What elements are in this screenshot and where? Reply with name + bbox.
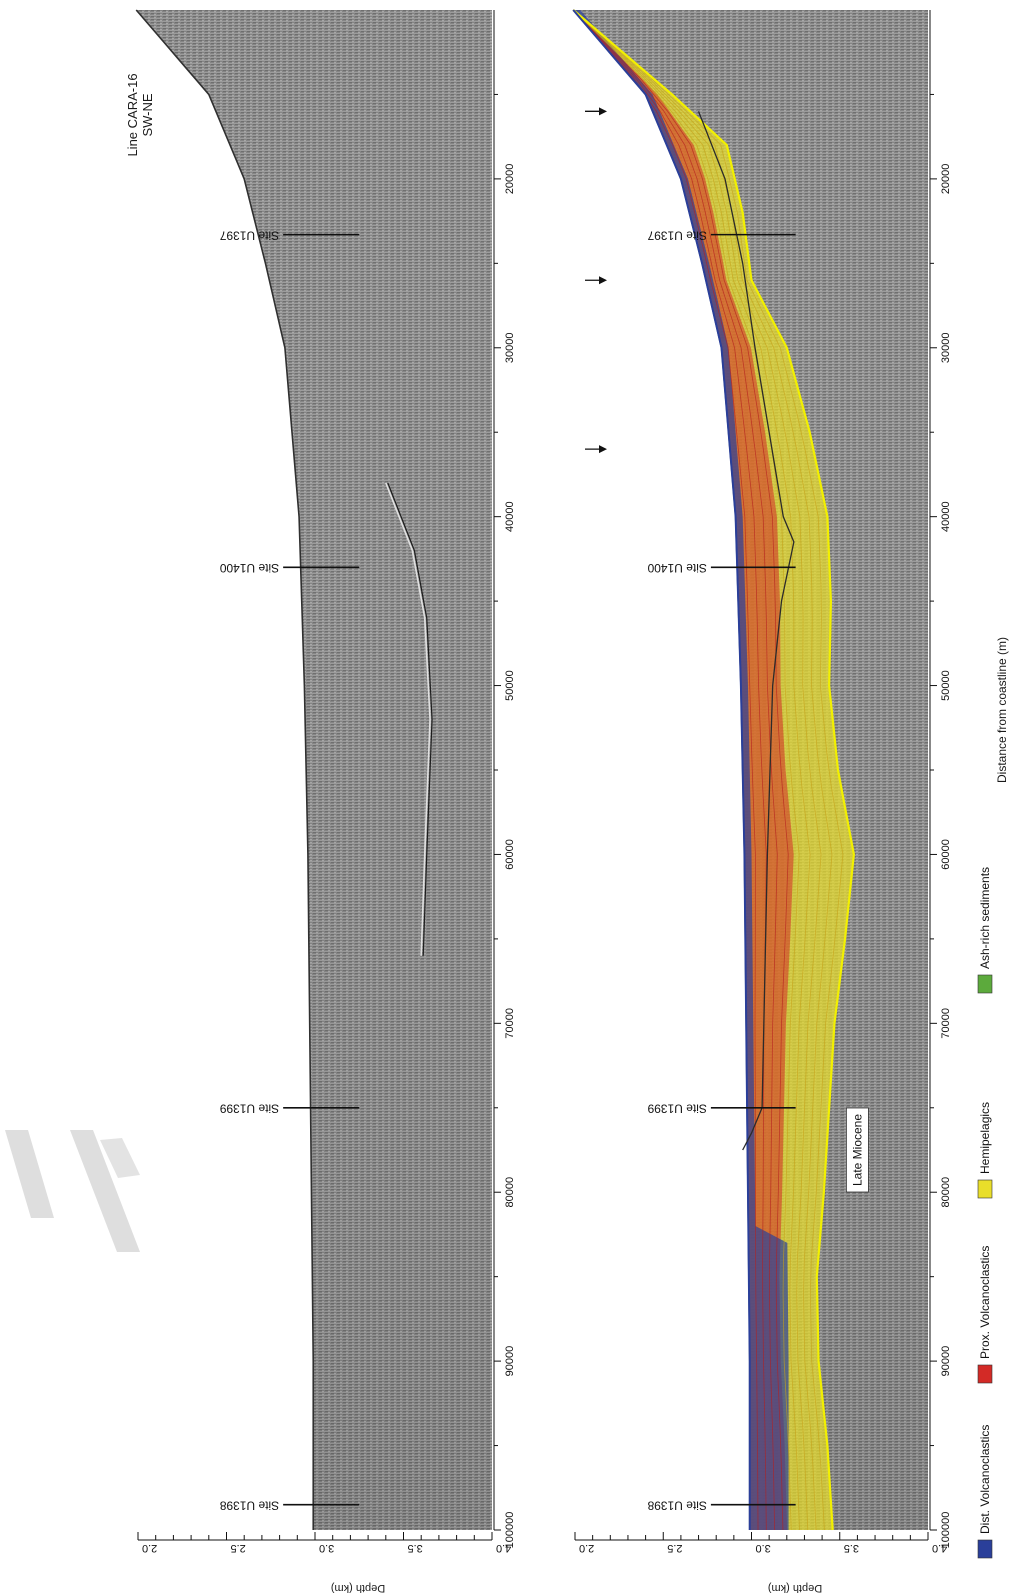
seismic-data-shade xyxy=(136,10,493,1530)
legend: Dist. Volcanoclastics Prox. Volcanoclasti… xyxy=(977,867,993,1559)
legend-swatch xyxy=(977,1539,993,1559)
arrowhead-marker xyxy=(599,107,607,116)
seafloor-interpretation-line xyxy=(572,9,751,1530)
depth-tick-label: 3.5 xyxy=(844,1542,859,1554)
fill-horizon-line xyxy=(572,9,800,1531)
distance-tick-label: 50000 xyxy=(504,670,516,701)
distance-tick-label: 40000 xyxy=(940,501,952,532)
site-label: Site U1399 xyxy=(647,1102,707,1116)
distance-tick-label: 60000 xyxy=(504,839,516,870)
arrowhead-marker xyxy=(599,445,607,454)
legend-swatch xyxy=(977,1179,993,1199)
arrowhead-marker xyxy=(599,276,607,285)
legend-label: Hemipelagics xyxy=(978,1102,992,1174)
distance-tick-label: 20000 xyxy=(940,164,952,195)
site-label: Site U1398 xyxy=(647,1498,707,1512)
distance-tick-label: 30000 xyxy=(504,332,516,363)
fill-horizon-line xyxy=(572,9,822,1531)
site-label: Site U1400 xyxy=(647,561,707,575)
legend-swatch xyxy=(977,1364,993,1384)
distance-tick-label: 30000 xyxy=(940,332,952,363)
depth-tick-label: 4.0 xyxy=(496,1542,511,1554)
fill-horizon-line xyxy=(572,9,844,1531)
depth-axis-label-bottom: Depth (km) xyxy=(768,1582,822,1594)
late-miocene-label: Late Miocene xyxy=(850,1114,864,1186)
seafloor-line xyxy=(135,9,315,1530)
legend-label: Ash-rich sediments xyxy=(978,867,992,969)
legend-label: Dist. Volcanoclastics xyxy=(978,1425,992,1534)
fill-horizon-line xyxy=(572,9,811,1531)
distance-axis-label: Distance from coastline (m) xyxy=(995,637,1009,783)
fill-horizon-line xyxy=(572,9,778,1531)
site-label: Site U1400 xyxy=(219,561,279,575)
direction-label: SW-NE xyxy=(140,93,155,136)
depth-tick-label: 3.0 xyxy=(319,1542,334,1554)
fill-horizon-line xyxy=(572,9,767,1531)
depth-tick-label: 3.5 xyxy=(408,1542,423,1554)
site-label: Site U1399 xyxy=(219,1102,279,1116)
depth-axis-label-top: Depth (km) xyxy=(331,1582,385,1594)
distance-tick-label: 80000 xyxy=(504,1177,516,1208)
depth-tick-label: 2.5 xyxy=(231,1542,246,1554)
distance-tick-label: 90000 xyxy=(940,1346,952,1377)
depth-tick-label: 2.5 xyxy=(667,1542,682,1554)
site-label: Site U1398 xyxy=(219,1498,279,1512)
distance-tick-label: 90000 xyxy=(504,1346,516,1377)
prox-volcanoclastics-fill xyxy=(573,10,794,1530)
dist-volcanoclastics-fill xyxy=(573,10,789,1530)
deep-reflector-line xyxy=(385,482,431,956)
depth-tick-label: 4.0 xyxy=(932,1542,947,1554)
distance-tick-label: 20000 xyxy=(504,164,516,195)
distance-tick-label: 70000 xyxy=(940,1008,952,1039)
depth-tick-label: 3.0 xyxy=(756,1542,771,1554)
seismic-panel-interpreted: Late Miocene Site U1397 Site U1400 Site U13… xyxy=(572,9,952,1554)
fill-horizon-line xyxy=(572,9,759,1531)
fill-horizon-line xyxy=(572,9,833,1531)
late-miocene-label-box xyxy=(846,1107,869,1193)
legend-swatch xyxy=(977,974,993,994)
line-label: Line CARA-16 xyxy=(125,73,140,156)
depth-tick-label: 2.0 xyxy=(142,1542,157,1554)
distance-tick-label: 40000 xyxy=(504,501,516,532)
legend-label: Prox. Volcanoclastics xyxy=(978,1246,992,1359)
deep-reflector-shadow xyxy=(387,482,433,956)
late-miocene-base-line xyxy=(572,9,855,1531)
distance-tick-label: 50000 xyxy=(940,670,952,701)
seismic-panel-uninterpreted: Site U1397 Site U1400 Site U1399 Site U1398… xyxy=(135,9,516,1554)
fill-horizon-line xyxy=(572,9,789,1531)
internal-horizon-line xyxy=(697,111,795,1151)
watermark-mark xyxy=(5,1130,140,1252)
distance-tick-label: 100000 xyxy=(504,1512,516,1549)
distance-tick-label: 70000 xyxy=(504,1008,516,1039)
depth-tick-label: 2.0 xyxy=(579,1542,594,1554)
site-label: Site U1397 xyxy=(219,228,279,242)
distance-tick-label: 80000 xyxy=(940,1177,952,1208)
distance-tick-label: 100000 xyxy=(940,1512,952,1549)
distance-tick-label: 60000 xyxy=(940,839,952,870)
site-label: Site U1397 xyxy=(647,228,707,242)
